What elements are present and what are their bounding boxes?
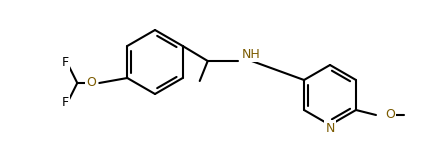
Text: N: N	[325, 121, 334, 135]
Text: F: F	[62, 97, 69, 109]
Text: O: O	[86, 76, 96, 90]
Text: F: F	[62, 57, 69, 69]
Text: O: O	[385, 109, 395, 121]
Text: NH: NH	[242, 47, 261, 60]
